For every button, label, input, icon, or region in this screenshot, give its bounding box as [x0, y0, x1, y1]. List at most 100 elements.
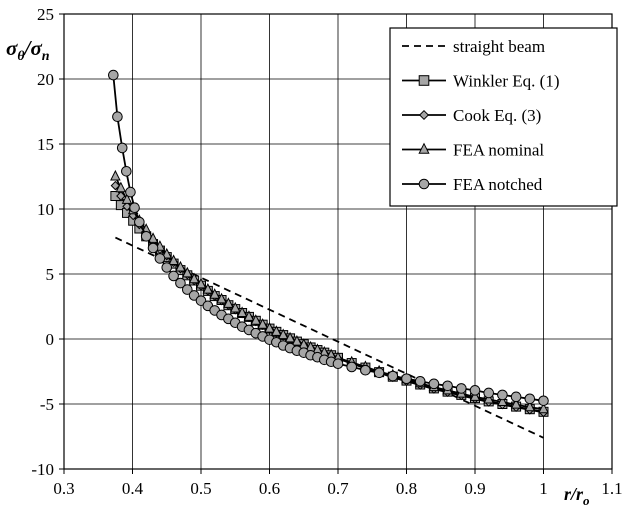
y-tick-label: -10 [31, 460, 54, 479]
triangle-marker [110, 169, 121, 181]
x-tick-label: 0.9 [464, 479, 485, 498]
y-tick-label: 0 [46, 330, 55, 349]
diamond-marker [418, 109, 430, 121]
circle-marker [346, 361, 358, 373]
series-line [114, 195, 544, 413]
legend-label: straight beam [453, 37, 545, 56]
circle-marker [161, 262, 173, 273]
circle-marker [418, 178, 430, 190]
triangle-marker [257, 318, 268, 329]
legend-label: Winkler Eq. (1) [453, 72, 559, 91]
legend-item: Cook Eq. (3) [402, 106, 541, 125]
circle-marker [414, 375, 426, 387]
y-tick-label: 20 [37, 70, 54, 89]
x-tick-label: 0.4 [122, 479, 144, 498]
triangle-marker [161, 247, 173, 259]
triangle-marker [483, 392, 495, 404]
triangle-marker [291, 334, 303, 346]
circle-marker [538, 395, 549, 407]
triangle-marker [538, 402, 549, 414]
circle-marker [154, 253, 166, 264]
series-2 [110, 180, 549, 418]
legend-item: Winkler Eq. (1) [402, 72, 559, 91]
triangle-marker [418, 142, 430, 154]
circle-marker [510, 391, 522, 403]
x-tick-label: 0.8 [396, 479, 417, 498]
x-tick-label: 0.6 [259, 479, 280, 498]
x-tick-label: 1 [539, 479, 548, 498]
circle-marker [332, 358, 344, 370]
y-axis-label: σθ/σn [6, 36, 50, 64]
legend-item: straight beam [402, 37, 545, 56]
legend-item: FEA nominal [402, 141, 544, 160]
legend-box [389, 27, 618, 207]
triangle-marker [181, 266, 193, 278]
y-tick-label: -5 [40, 395, 54, 414]
triangle-marker [250, 314, 262, 325]
triangle-marker [236, 306, 248, 317]
series-1 [110, 191, 549, 417]
circle-marker [147, 242, 159, 254]
triangle-marker [243, 310, 255, 321]
circle-marker [387, 370, 399, 382]
plot-frame [63, 13, 613, 470]
circle-marker [125, 186, 136, 198]
triangle-marker [188, 272, 200, 284]
circle-marker [373, 367, 385, 379]
circle-marker [401, 373, 412, 384]
circle-marker [360, 364, 371, 376]
circle-marker [108, 69, 119, 81]
x-tick-label: 0.3 [53, 479, 74, 498]
legend-label: Cook Eq. (3) [453, 106, 541, 125]
square-marker [418, 75, 430, 86]
circle-marker [442, 380, 453, 392]
triangle-marker [229, 301, 241, 313]
circle-marker [112, 111, 123, 122]
triangle-marker [223, 297, 234, 308]
circle-marker [116, 142, 128, 154]
x-axis-label: r/ro [564, 484, 590, 508]
y-tick-label: 5 [46, 265, 55, 284]
legend-item: FEA notched [402, 175, 543, 194]
series-line [114, 176, 544, 411]
series-3 [110, 169, 549, 414]
triangle-marker [195, 277, 207, 289]
circle-marker [483, 387, 495, 399]
circle-marker [129, 202, 140, 213]
triangle-marker [168, 254, 179, 265]
circle-marker [168, 270, 179, 282]
triangle-marker [497, 395, 508, 407]
triangle-marker [469, 390, 481, 401]
triangle-marker [175, 260, 186, 272]
series-layer [108, 69, 549, 439]
circle-marker [175, 277, 186, 289]
y-tick-label: 25 [37, 5, 54, 24]
triangle-marker [264, 321, 275, 333]
circle-marker [456, 383, 467, 394]
triangle-marker [271, 325, 282, 336]
triangle-marker [121, 193, 133, 204]
legend: straight beam Winkler Eq. (1) Cook Eq. (3)… [389, 27, 618, 207]
circle-marker [524, 393, 536, 405]
circle-marker [428, 378, 440, 390]
series-line [114, 185, 544, 414]
axes [59, 13, 613, 474]
triangle-marker [524, 400, 536, 412]
x-tick-label: 1.1 [601, 479, 622, 498]
circle-marker [140, 231, 152, 242]
triangle-marker [284, 331, 296, 343]
circle-marker [469, 385, 481, 396]
y-tick-label: 15 [37, 135, 54, 154]
triangle-marker [209, 288, 221, 299]
circle-marker [182, 284, 193, 295]
circle-marker [134, 216, 145, 228]
triangle-marker [216, 292, 227, 304]
x-tick-label: 0.5 [190, 479, 211, 498]
circle-marker [497, 389, 508, 401]
x-tick-label: 0.7 [327, 479, 349, 498]
triangle-marker [202, 282, 214, 294]
series-4 [108, 69, 549, 407]
triangle-marker [115, 181, 127, 193]
triangle-marker [510, 398, 522, 409]
